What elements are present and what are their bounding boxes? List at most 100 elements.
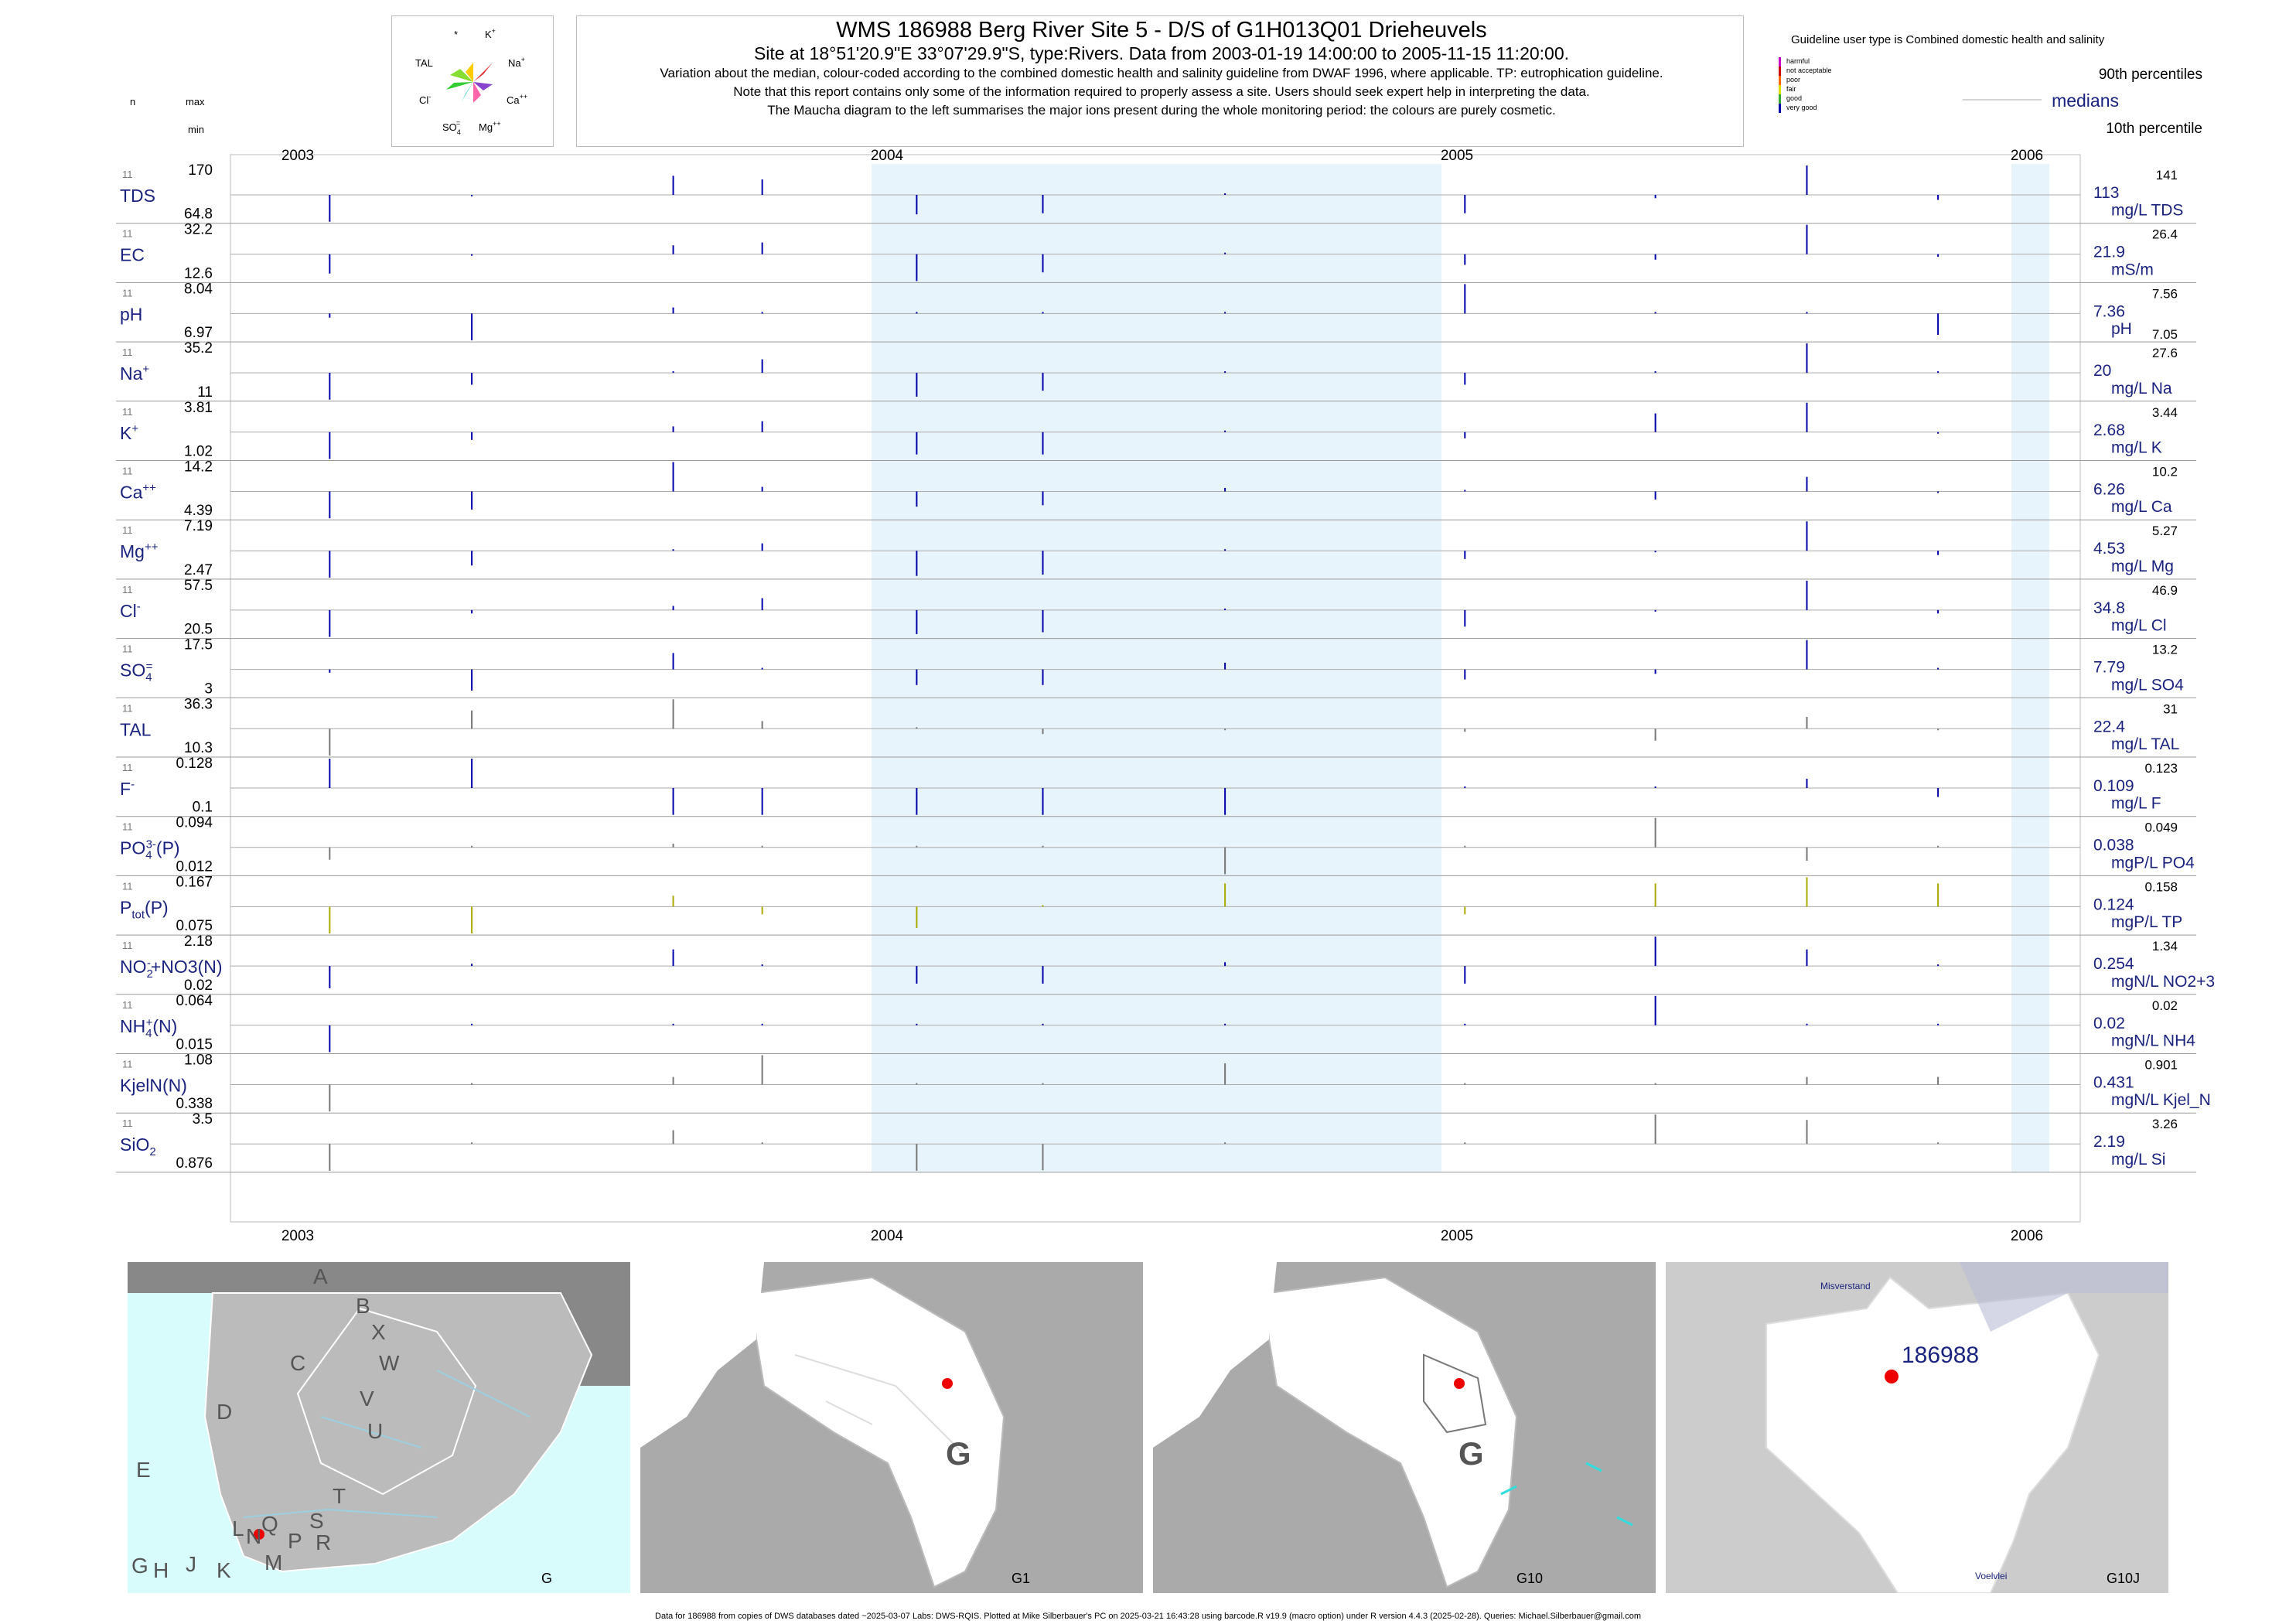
town-label-voelvlei: Voelvlei [1975,1571,2007,1581]
row-n: 11 [122,821,133,833]
south-africa-map: ABXWCVDUFETSRQNLPJMKHG G [104,1262,630,1586]
map-region-label: R [316,1530,331,1554]
row-name-sup: + [142,363,149,376]
row-p90: 0.158 [2144,879,2178,894]
row-max: 14.2 [184,459,213,476]
map-panel-g10: G G10 [1153,1262,1656,1593]
variable-row-7: 11 57.5 20.5 Cl- 34.8 46.9 mg/L Cl [116,578,2196,640]
row-min: 0.02 [184,977,213,994]
header: WMS 186988 Berg River Site 5 - D/S of G1… [582,17,1742,120]
plot-frame [230,154,2081,1223]
row-p90: 27.6 [2152,346,2178,360]
row-name-suffix: +NO3(N) [151,957,223,977]
row-p90: 10.2 [2152,465,2178,479]
maucha-star: * [454,29,458,40]
row-unit: mg/L F [2111,795,2161,813]
row-median: 2.19 [2093,1133,2125,1151]
row-unit: mS/m [2111,261,2154,278]
row-median: 6.26 [2093,481,2125,499]
row-name-suffix: (N) [152,1016,177,1036]
legend-p90: 90th percentiles [2099,67,2202,83]
row-min: 11 [197,384,213,401]
legend-p10: 10th percentile [2106,121,2202,137]
legend-class-label: not acceptable [1786,67,1832,74]
row-min: 0.015 [176,1037,213,1053]
maucha-label-mg: Mg++ [479,120,501,133]
legend-swatch [1779,76,1781,85]
variable-row-16: 11 3.5 0.876 SiO2 2.19 3.26 mg/L Si [116,1111,2196,1173]
row-name-text: Na [120,363,143,384]
row-name: pH [120,304,142,324]
map-region-label: P [288,1529,302,1553]
row-unit: mg/L Ca [2111,498,2172,516]
row-n: 11 [122,169,133,180]
map-big-label-g1: G [946,1435,971,1472]
row-max: 2.18 [184,933,213,950]
row-name: TDS [120,186,155,206]
row-median: 0.124 [2093,896,2134,913]
row-p90: 0.049 [2144,821,2178,835]
map-region-label: H [153,1558,169,1582]
row-name-sup: + [146,1016,153,1029]
row-median: 21.9 [2093,244,2125,261]
row-max: 0.167 [176,874,213,890]
row-name-text: SO [120,660,145,681]
map-region-label: N [246,1524,261,1548]
row-unit: mg/L TDS [2111,202,2183,220]
town-label-misverstand: Misverstand [1820,1281,1871,1291]
year-band-2004 [872,164,1441,1172]
legend-class-label: good [1786,94,1802,102]
map-panel-g10j: 186988 Misverstand Voelvlei G10J [1666,1262,2168,1594]
row-unit: mg/L Cl [2111,617,2167,635]
row-p90: 3.26 [2152,1117,2178,1131]
row-p90: 0.901 [2144,1058,2178,1073]
maucha-diagram-box: * K+ TAL Na+ Cl- Ca++ SO4= Mg++ [391,15,554,147]
row-median: 0.254 [2093,955,2134,973]
legend-swatch [1779,57,1781,67]
row-p90: 13.2 [2152,643,2178,657]
footer-note: Data for 186988 from copies of DWS datab… [655,1612,1641,1621]
row-name-sup: 3- [146,838,156,851]
row-min: 20.5 [184,622,213,638]
row-name-text: Cl [120,601,137,621]
legend-swatch [1779,67,1781,76]
header-note-2: Note that this report contains only some… [733,84,1590,99]
row-n: 11 [122,584,133,595]
row-min: 0.1 [193,800,213,816]
row-p90: 5.27 [2152,524,2178,538]
row-name-text: PO [120,838,145,858]
row-name-sup: - [131,778,135,791]
year-label-bottom: 2005 [1441,1228,1473,1244]
row-name: KjelN(N) [120,1076,187,1096]
row-name-text: pH [120,304,142,324]
row-name: Na+ [120,363,149,384]
row-median: 4.53 [2093,540,2125,558]
row-name: Mg++ [120,541,159,561]
header-max: max [186,96,205,107]
row-median: 0.431 [2093,1074,2134,1092]
row-name: NH4+(N) [120,1016,177,1040]
row-n: 11 [122,406,133,418]
row-name-text: TDS [120,186,155,206]
site-marker-icon [254,1529,264,1540]
maucha-label-ca: Ca++ [507,93,527,106]
row-max: 7.19 [184,518,213,534]
row-name-sub: 2 [147,967,153,981]
map-panel-g1: G G1 [640,1262,1143,1593]
variable-row-5: 11 14.2 4.39 Ca++ 6.26 10.2 mg/L Ca [116,459,2196,520]
row-p90: 0.02 [2152,998,2178,1013]
row-name-sup: - [137,600,141,613]
row-n: 11 [122,880,133,892]
row-name-text: SiO [120,1134,149,1155]
row-p90: 7.56 [2152,286,2178,301]
g10-map: G G10 [1153,1262,1633,1588]
row-median: 113 [2093,184,2119,202]
row-max: 0.064 [176,993,213,1009]
legend-class-label: very good [1786,104,1817,111]
maucha-sector-na [473,63,493,82]
maucha-label-tal: TAL [415,57,433,69]
row-unit: mg/L SO4 [2111,676,2184,694]
row-name-text: EC [120,245,145,265]
maucha-sector-cl [446,82,473,90]
